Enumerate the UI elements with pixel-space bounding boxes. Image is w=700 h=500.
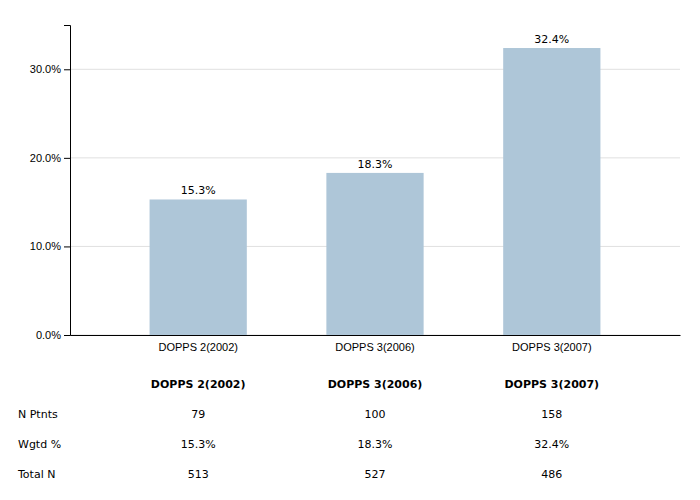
table-cell: 100 xyxy=(365,408,386,421)
y-tick-mark xyxy=(64,158,70,159)
table-cell: 15.3% xyxy=(181,438,216,451)
y-tick-label: 10.0% xyxy=(30,240,61,252)
data-labels: 15.3% 18.3% 32.4% xyxy=(181,33,570,197)
x-tick: DOPPS 3(2007) xyxy=(512,335,591,353)
x-axis: DOPPS 2(2002) DOPPS 3(2006) DOPPS 3(2007) xyxy=(71,335,681,353)
table-header: DOPPS 3(2006) xyxy=(328,378,423,391)
data-label: 32.4% xyxy=(534,33,569,46)
table-cell: 18.3% xyxy=(358,438,393,451)
y-tick-label: 30.0% xyxy=(30,63,61,75)
y-tick-label: 20.0% xyxy=(30,152,61,164)
data-label: 15.3% xyxy=(181,184,216,197)
x-tick: DOPPS 2(2002) xyxy=(158,335,237,353)
bar xyxy=(150,199,247,335)
table-cell: 158 xyxy=(541,408,562,421)
table-row-label: N Ptnts xyxy=(18,408,58,421)
y-tick: 0.0% xyxy=(36,329,70,341)
y-tick-mark xyxy=(64,335,70,336)
table-header: DOPPS 2(2002) xyxy=(151,378,246,391)
y-tick-mark xyxy=(64,246,70,247)
bar xyxy=(503,48,600,335)
table-row-label: Total N xyxy=(17,468,55,481)
table-cell: 32.4% xyxy=(534,438,569,451)
y-tick: 30.0% xyxy=(30,63,70,75)
table-header: DOPPS 3(2007) xyxy=(504,378,599,391)
x-tick: DOPPS 3(2006) xyxy=(335,335,414,353)
plot-area: 0.0% 10.0% 20.0% 30.0% DOPPS 2(2002) DOPPS 3(… xyxy=(30,26,681,353)
table-cell: 79 xyxy=(191,408,205,421)
y-tick-mark xyxy=(64,69,70,70)
y-tick: 10.0% xyxy=(30,240,70,252)
bars xyxy=(150,48,601,335)
x-tick-label: DOPPS 3(2007) xyxy=(512,341,591,353)
y-axis-line xyxy=(64,26,71,336)
x-tick-label: DOPPS 2(2002) xyxy=(158,341,237,353)
table-cell: 527 xyxy=(365,468,386,481)
y-tick-label: 0.0% xyxy=(36,329,61,341)
x-tick-label: DOPPS 3(2006) xyxy=(335,341,414,353)
bar xyxy=(326,173,423,335)
x-axis-line xyxy=(71,335,681,336)
table-cell: 486 xyxy=(541,468,562,481)
table-row-label: Wgtd % xyxy=(18,438,61,451)
y-tick: 20.0% xyxy=(30,152,70,164)
table: DOPPS 2(2002) DOPPS 3(2006) DOPPS 3(2007) N… xyxy=(17,378,599,481)
chart: 0.0% 10.0% 20.0% 30.0% DOPPS 2(2002) DOPPS 3(… xyxy=(0,0,700,500)
data-label: 18.3% xyxy=(358,158,393,171)
table-cell: 513 xyxy=(188,468,209,481)
y-axis: 0.0% 10.0% 20.0% 30.0% xyxy=(30,26,71,342)
